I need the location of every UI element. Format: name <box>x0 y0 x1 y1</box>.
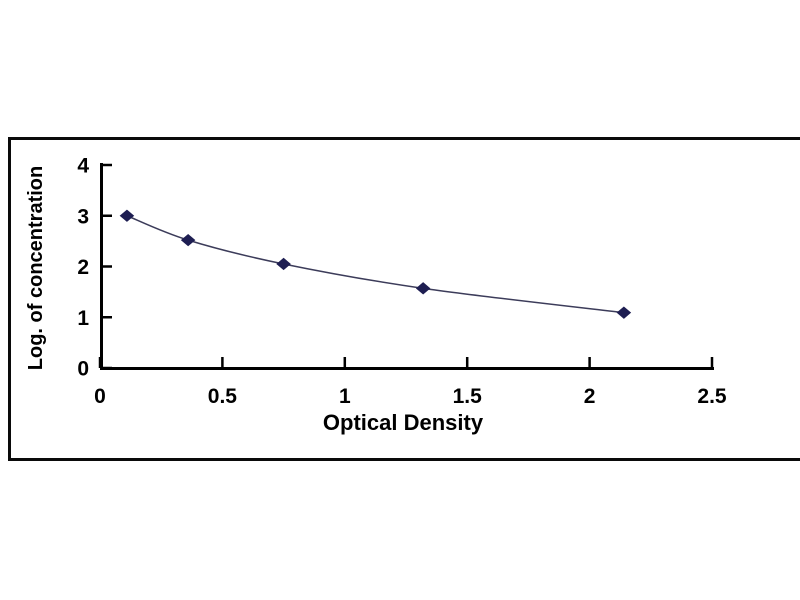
data-point-marker <box>276 257 291 271</box>
data-point-marker <box>180 233 196 247</box>
x-tick-label: 2 <box>584 385 596 408</box>
x-tick-label: 1.5 <box>453 385 483 408</box>
y-axis-title: Log. of concentration <box>25 166 47 370</box>
y-tick-label: 4 <box>77 155 89 178</box>
y-tick-label: 3 <box>77 205 89 228</box>
x-tick-label: 2.5 <box>697 385 727 408</box>
y-tick-label: 2 <box>77 256 89 279</box>
x-axis-title: Optical Density <box>323 410 484 435</box>
data-point-marker <box>119 209 135 222</box>
plot-area: 0 1 2 3 4 0 0.5 1 1.5 2 2.5 <box>77 155 727 409</box>
curve-line <box>126 215 624 314</box>
y-tick-label: 1 <box>77 307 89 330</box>
y-tick-label: 0 <box>77 358 89 381</box>
chart-frame <box>8 137 800 461</box>
data-point-marker <box>616 306 632 319</box>
x-tick-label: 1 <box>339 385 351 408</box>
x-tick-label: 0.5 <box>208 385 238 408</box>
x-tick-label: 0 <box>94 385 106 408</box>
data-point-marker <box>415 282 431 295</box>
